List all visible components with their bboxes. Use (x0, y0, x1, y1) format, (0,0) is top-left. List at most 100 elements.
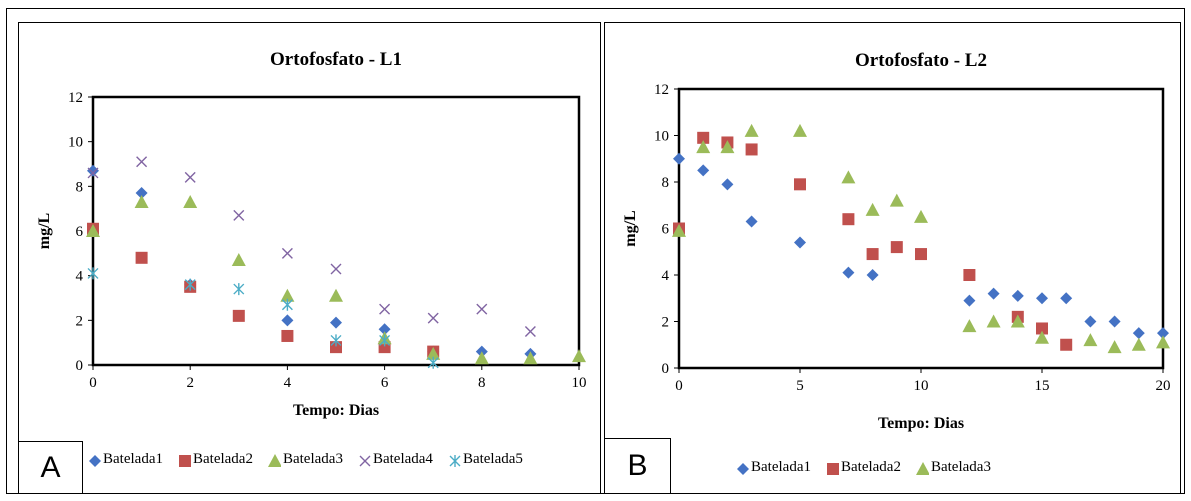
chart-title: Ortofosfato - L1 (270, 49, 402, 70)
data-point-batelada1 (87, 164, 99, 177)
legend-marker-batelada3 (267, 453, 281, 467)
legend-item-batelada5: Batelada5 (447, 451, 523, 468)
x-tick-label: 6 (381, 375, 389, 391)
y-tick-label: 4 (662, 268, 670, 284)
legend-label: Batelada1 (103, 451, 163, 467)
legend-item-batelada1: Batelada1 (735, 459, 811, 476)
y-tick-label: 2 (662, 315, 670, 331)
legend-label: Batelada4 (372, 451, 433, 467)
data-point-batelada3 (231, 253, 246, 267)
legend-l1: Batelada1 Batelada2 Batelada3 Batelada4 Bate… (87, 451, 537, 468)
legend-l2: Batelada1 Batelada2 Batelada3 (735, 459, 1005, 476)
data-point-batelada3 (1035, 330, 1049, 344)
data-point-batelada3 (329, 288, 343, 302)
panel-label-b: B (605, 438, 671, 493)
legend-symbol-batelada5 (449, 454, 461, 467)
data-point-batelada5 (233, 283, 245, 296)
data-point-batelada4 (87, 167, 99, 179)
data-point-batelada3 (865, 202, 880, 216)
series-batelada2 (673, 131, 1073, 351)
legend-item-batelada3: Batelada3 (915, 459, 991, 476)
y-tick-label: 8 (76, 179, 84, 195)
data-point-batelada1 (842, 266, 855, 279)
data-point-batelada3 (841, 170, 856, 184)
data-point-batelada4 (379, 303, 391, 315)
legend-label: Batelada2 (192, 451, 253, 467)
chart-panel-b: Ortofosfato - L2 0 2 4 6 8 10 12 0 5 10 15 20 Tempo: … (604, 22, 1181, 494)
x-tick-label: 15 (1035, 378, 1050, 394)
y-tick-label: 4 (76, 269, 84, 285)
data-point-batelada3 (572, 349, 586, 363)
data-point-batelada1 (1084, 315, 1097, 328)
data-point-batelada3 (134, 194, 149, 208)
series-batelada3 (672, 123, 1170, 354)
y-tick-label: 12 (654, 82, 669, 98)
y-tick-label: 8 (662, 175, 670, 191)
data-point-batelada4 (476, 303, 488, 315)
data-point-batelada3 (914, 209, 928, 223)
y-axis-label: mg/L (622, 210, 639, 246)
panel-label-a: A (19, 441, 83, 493)
data-point-batelada3 (523, 351, 538, 365)
data-point-batelada1 (1132, 327, 1145, 340)
data-point-batelada1 (673, 152, 685, 165)
legend-symbol-batelada3 (915, 461, 929, 475)
legend-label: Batelada2 (840, 459, 901, 475)
y-tick-label: 10 (654, 129, 669, 145)
data-point-batelada2 (697, 131, 710, 144)
data-point-batelada5 (330, 334, 342, 347)
x-tick-label: 4 (284, 375, 292, 391)
data-point-batelada1 (330, 316, 342, 329)
data-point-batelada3 (280, 288, 295, 302)
data-point-batelada1 (866, 269, 879, 281)
x-tick-label: 20 (1156, 378, 1171, 394)
legend-label: Batelada1 (751, 459, 811, 475)
x-tick-label: 5 (796, 378, 804, 394)
x-axis-label: Tempo: Dias (878, 415, 964, 432)
plot-area (677, 87, 1165, 370)
legend-label: Batelada5 (462, 451, 523, 467)
data-point-batelada4 (524, 326, 536, 337)
x-axis-label: Tempo: Dias (293, 402, 379, 419)
y-tick-label: 2 (76, 313, 84, 329)
legend-symbol-batelada4 (359, 455, 371, 466)
y-tick-label: 6 (662, 222, 670, 238)
data-point-batelada1 (1157, 327, 1169, 340)
legend-item-batelada2: Batelada2 (177, 451, 253, 468)
data-point-batelada3 (426, 346, 441, 360)
data-point-batelada4 (184, 171, 196, 183)
legend-label: Batelada3 (282, 451, 343, 467)
data-point-batelada3 (744, 123, 759, 137)
data-point-batelada2 (232, 309, 245, 322)
legend-symbol-batelada3 (267, 453, 281, 467)
data-point-batelada1 (1108, 315, 1121, 328)
data-point-batelada3 (793, 123, 807, 137)
data-point-batelada2 (963, 269, 976, 281)
series-batelada4 (87, 156, 536, 337)
data-point-batelada2 (1060, 338, 1073, 351)
x-tick-label: 0 (675, 378, 683, 394)
chart-l1: Ortofosfato - L1 0 2 4 6 8 10 12 0 2 4 6 8 10 Tempo: D… (36, 49, 587, 419)
chart-title: Ortofosfato - L2 (855, 50, 987, 71)
legend-item-batelada2: Batelada2 (825, 459, 901, 476)
legend-item-batelada3: Batelada3 (267, 451, 343, 468)
x-tick-label: 10 (572, 375, 587, 391)
series-batelada1 (673, 152, 1169, 340)
data-point-batelada1 (1036, 292, 1048, 305)
data-point-batelada2 (745, 143, 758, 156)
data-point-batelada2 (842, 213, 855, 226)
data-point-batelada3 (962, 319, 977, 333)
data-point-batelada4 (233, 209, 245, 221)
data-point-batelada3 (1107, 340, 1122, 354)
data-point-batelada4 (281, 247, 293, 259)
data-point-batelada3 (86, 224, 100, 237)
data-point-batelada1 (963, 294, 976, 307)
data-point-batelada2 (915, 248, 927, 261)
data-point-batelada3 (1083, 333, 1098, 347)
data-point-batelada1 (378, 323, 391, 336)
data-point-batelada3 (1156, 335, 1170, 349)
legend-marker-batelada5 (449, 454, 461, 467)
legend-symbol-batelada1 (89, 454, 101, 467)
legend-item-batelada4: Batelada4 (357, 451, 433, 468)
legend-marker-batelada3 (915, 461, 929, 475)
